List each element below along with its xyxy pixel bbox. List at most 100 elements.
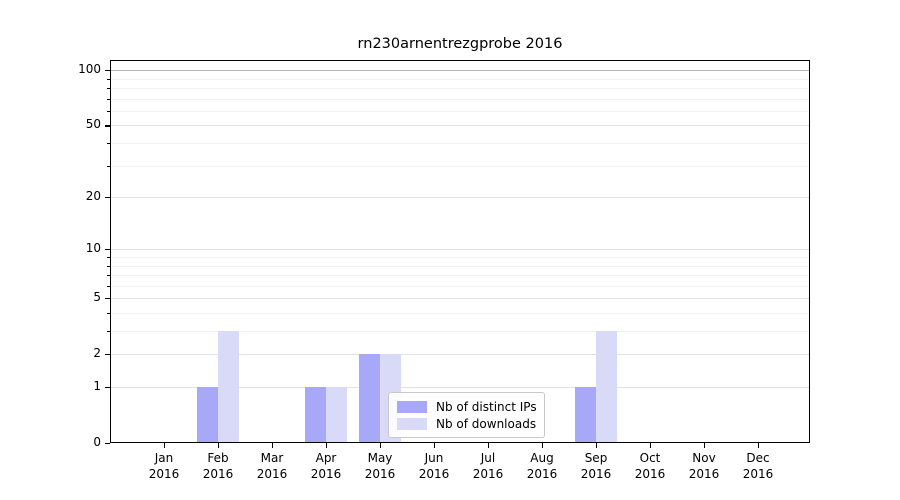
y-minor-tick [107,110,110,112]
x-tick [218,443,220,448]
y-tick-label: 1 [93,379,101,393]
major-gridline [110,197,810,199]
x-tick-month: Aug [530,451,554,465]
x-tick [272,443,274,448]
y-minor-tick [107,257,110,258]
x-tick-year: 2016 [202,467,234,481]
y-minor-tick [107,98,110,100]
x-tick-month: Dec [746,451,770,465]
x-tick-label: Aug 2016 [512,450,572,482]
x-tick-label: Nov 2016 [674,450,734,482]
x-tick-label: Mar 2016 [242,450,302,482]
major-gridline [110,249,810,251]
x-tick-month: Oct [639,451,661,465]
x-tick-year: 2016 [688,467,720,481]
y-minor-tick [107,88,110,90]
major-gridline [110,70,810,72]
legend-item-downloads: Nb of downloads [397,415,537,432]
x-tick-year: 2016 [472,467,504,481]
y-minor-tick [107,165,110,167]
x-tick-label: Apr 2016 [296,450,356,482]
x-tick-year: 2016 [634,467,666,481]
minor-gridline [110,78,810,80]
x-tick-year: 2016 [526,467,558,481]
bar-distinct-ips [197,387,218,443]
y-major-tick [105,354,110,356]
x-tick [326,443,328,448]
plot-frame [110,60,810,443]
x-tick-year: 2016 [580,467,612,481]
y-tick-label: 50 [85,117,101,132]
x-tick-label: Jan 2016 [134,450,194,482]
minor-gridline [110,110,810,112]
y-minor-tick [107,143,110,145]
x-tick [434,443,436,448]
chart-title: rn230arnentrezgprobe 2016 [357,36,563,52]
x-tick-label: May 2016 [350,450,410,482]
x-tick [488,443,490,448]
y-tick-label: 20 [85,189,101,204]
minor-gridline [110,285,810,287]
y-major-tick [105,197,110,199]
minor-gridline [110,265,810,267]
legend-label-downloads: Nb of downloads [436,416,537,431]
x-tick-label: Dec 2016 [728,450,788,482]
y-major-tick [105,249,110,251]
bar-distinct-ips [575,387,596,443]
x-tick-month: Mar [260,451,284,465]
y-minor-tick [107,331,110,333]
x-tick [542,443,544,448]
x-tick-year: 2016 [742,467,774,481]
major-gridline [110,354,810,356]
x-tick-label: Jul 2016 [458,450,518,482]
legend-swatch-distinct-ips [397,400,427,413]
minor-gridline [110,275,810,277]
y-minor-tick [107,285,110,287]
x-tick-month: Nov [692,451,716,465]
x-tick-month: Jul [480,451,496,465]
minor-gridline [110,331,810,333]
x-tick [758,443,760,448]
bar-downloads [326,387,347,443]
x-tick-month: Sep [584,451,608,465]
y-tick-label: 100 [78,62,101,77]
minor-gridline [110,165,810,167]
y-major-tick [105,298,110,300]
major-gridline [110,125,810,127]
legend-label-distinct-ips: Nb of distinct IPs [436,399,537,414]
x-tick [380,443,382,448]
y-major-tick [105,70,110,72]
x-tick [596,443,598,448]
x-tick [650,443,652,448]
minor-gridline [110,88,810,90]
minor-gridline [110,143,810,145]
y-minor-tick [107,312,110,314]
x-tick-month: Jan [154,451,174,465]
x-tick-month: Jun [424,451,444,465]
y-tick-label: 0 [93,435,101,449]
y-major-tick [105,387,110,389]
bar-distinct-ips [305,387,326,443]
legend: Nb of distinct IPs Nb of downloads [388,392,545,438]
y-minor-tick [107,78,110,80]
x-tick-label: Jun 2016 [404,450,464,482]
legend-swatch-downloads [397,417,427,430]
y-minor-tick [107,275,110,277]
y-major-tick [105,443,110,445]
x-tick [164,443,166,448]
x-tick-label: Oct 2016 [620,450,680,482]
x-tick-label: Feb 2016 [188,450,248,482]
x-tick-month: Feb [207,451,229,465]
bar-downloads [596,331,617,443]
bar-downloads [218,331,239,443]
y-tick-label: 10 [85,241,101,256]
x-tick-month: Apr [315,451,337,465]
x-tick-year: 2016 [148,467,180,481]
x-tick-label: Sep 2016 [566,450,626,482]
major-gridline [110,387,810,388]
bar-distinct-ips [359,354,380,443]
y-major-tick [105,125,110,127]
x-tick-year: 2016 [418,467,450,481]
x-tick-year: 2016 [310,467,342,481]
